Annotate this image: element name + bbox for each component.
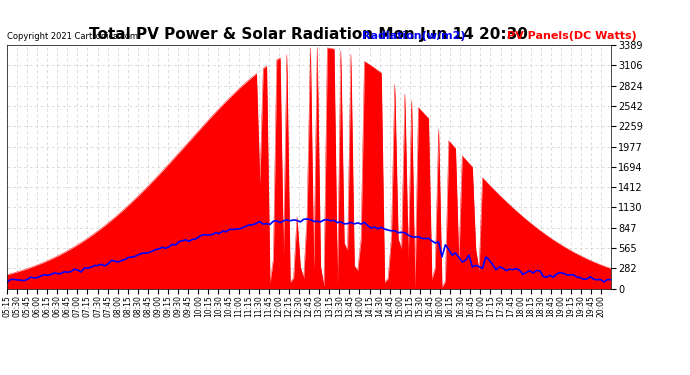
Title: Total PV Power & Solar Radiation Mon Jun 14 20:30: Total PV Power & Solar Radiation Mon Jun… xyxy=(89,27,529,42)
Text: PV Panels(DC Watts): PV Panels(DC Watts) xyxy=(507,32,637,41)
Text: Radiation(w/m2): Radiation(w/m2) xyxy=(362,32,466,41)
Text: Copyright 2021 Cartronics.com: Copyright 2021 Cartronics.com xyxy=(7,32,138,41)
